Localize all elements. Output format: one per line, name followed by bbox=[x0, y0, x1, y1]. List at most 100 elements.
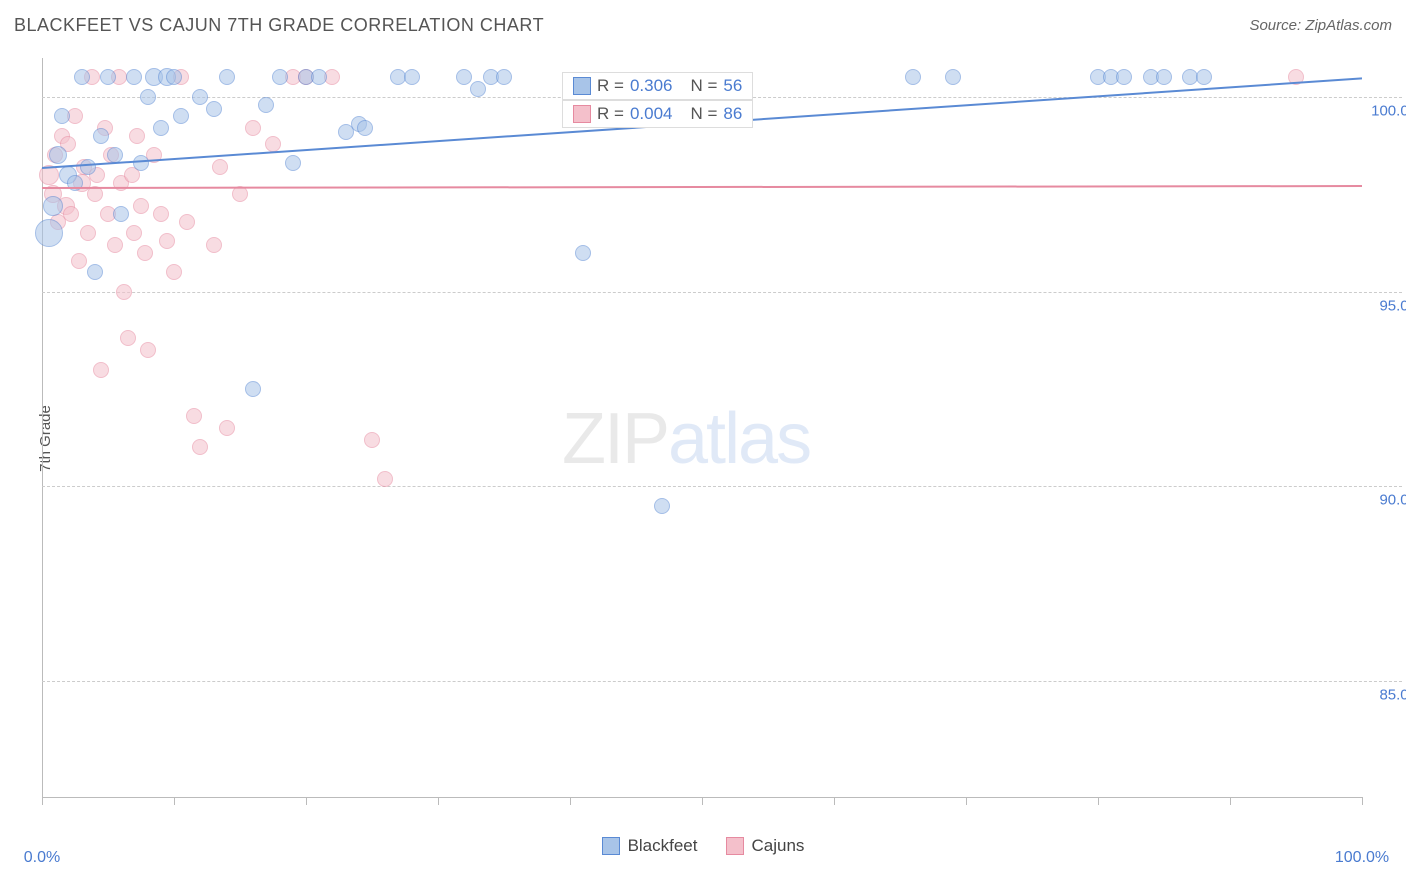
scatter-point bbox=[120, 330, 136, 346]
scatter-point bbox=[192, 89, 208, 105]
x-tick bbox=[834, 797, 835, 805]
trendline bbox=[42, 185, 1362, 189]
scatter-point bbox=[140, 89, 156, 105]
scatter-point bbox=[575, 245, 591, 261]
scatter-point bbox=[43, 196, 63, 216]
stats-n-value: 86 bbox=[723, 104, 742, 124]
stats-r-value: 0.004 bbox=[630, 104, 673, 124]
x-tick bbox=[966, 797, 967, 805]
scatter-point bbox=[159, 233, 175, 249]
scatter-point bbox=[166, 264, 182, 280]
scatter-point bbox=[245, 381, 261, 397]
scatter-point bbox=[206, 101, 222, 117]
scatter-point bbox=[116, 284, 132, 300]
stats-swatch bbox=[573, 77, 591, 95]
scatter-point bbox=[456, 69, 472, 85]
stats-r-label: R = bbox=[597, 104, 624, 124]
scatter-point bbox=[1196, 69, 1212, 85]
legend-swatch bbox=[726, 837, 744, 855]
gridline bbox=[42, 486, 1402, 487]
scatter-point bbox=[80, 225, 96, 241]
stats-n-label: N = bbox=[690, 76, 717, 96]
x-tick bbox=[438, 797, 439, 805]
scatter-point bbox=[93, 362, 109, 378]
scatter-point bbox=[113, 206, 129, 222]
scatter-point bbox=[133, 155, 149, 171]
scatter-plot-area: ZIPatlas 85.0%90.0%95.0%100.0%0.0%100.0%… bbox=[42, 58, 1362, 798]
stats-r-label: R = bbox=[597, 76, 624, 96]
scatter-point bbox=[1156, 69, 1172, 85]
scatter-point bbox=[74, 69, 90, 85]
scatter-point bbox=[404, 69, 420, 85]
y-tick-label: 100.0% bbox=[1366, 102, 1406, 119]
y-tick-label: 85.0% bbox=[1366, 687, 1406, 704]
scatter-point bbox=[153, 206, 169, 222]
chart-title: BLACKFEET VS CAJUN 7TH GRADE CORRELATION… bbox=[14, 15, 544, 36]
watermark: ZIPatlas bbox=[562, 398, 810, 480]
scatter-point bbox=[179, 214, 195, 230]
stats-swatch bbox=[573, 105, 591, 123]
x-tick bbox=[1230, 797, 1231, 805]
scatter-point bbox=[219, 420, 235, 436]
scatter-point bbox=[140, 342, 156, 358]
stats-box: R = 0.306 N = 56 bbox=[562, 72, 753, 100]
legend-item-cajuns: Cajuns bbox=[726, 836, 805, 856]
scatter-point bbox=[49, 146, 67, 164]
scatter-point bbox=[357, 120, 373, 136]
scatter-point bbox=[137, 245, 153, 261]
watermark-atlas: atlas bbox=[668, 399, 810, 479]
scatter-point bbox=[905, 69, 921, 85]
scatter-point bbox=[100, 69, 116, 85]
legend-item-blackfeet: Blackfeet bbox=[602, 836, 698, 856]
scatter-point bbox=[186, 408, 202, 424]
scatter-point bbox=[265, 136, 281, 152]
x-tick bbox=[1098, 797, 1099, 805]
x-tick bbox=[174, 797, 175, 805]
scatter-point bbox=[1116, 69, 1132, 85]
watermark-zip: ZIP bbox=[562, 399, 668, 479]
gridline bbox=[42, 681, 1402, 682]
gridline bbox=[42, 292, 1402, 293]
x-tick bbox=[570, 797, 571, 805]
scatter-point bbox=[126, 69, 142, 85]
legend-swatch bbox=[602, 837, 620, 855]
stats-n-value: 56 bbox=[723, 76, 742, 96]
scatter-point bbox=[654, 498, 670, 514]
scatter-point bbox=[364, 432, 380, 448]
scatter-point bbox=[192, 439, 208, 455]
y-tick-label: 90.0% bbox=[1366, 492, 1406, 509]
stats-box: R = 0.004 N = 86 bbox=[562, 100, 753, 128]
scatter-point bbox=[496, 69, 512, 85]
scatter-point bbox=[166, 69, 182, 85]
x-tick bbox=[1362, 797, 1363, 805]
scatter-point bbox=[377, 471, 393, 487]
scatter-point bbox=[71, 253, 87, 269]
scatter-point bbox=[87, 264, 103, 280]
scatter-point bbox=[258, 97, 274, 113]
scatter-point bbox=[63, 206, 79, 222]
scatter-point bbox=[35, 219, 63, 247]
stats-r-value: 0.306 bbox=[630, 76, 673, 96]
x-tick bbox=[306, 797, 307, 805]
y-tick-label: 95.0% bbox=[1366, 297, 1406, 314]
scatter-point bbox=[212, 159, 228, 175]
source-attribution: Source: ZipAtlas.com bbox=[1249, 17, 1392, 34]
chart-header: BLACKFEET VS CAJUN 7TH GRADE CORRELATION… bbox=[0, 0, 1406, 50]
chart-legend: Blackfeet Cajuns bbox=[0, 836, 1406, 856]
scatter-point bbox=[945, 69, 961, 85]
scatter-point bbox=[311, 69, 327, 85]
scatter-point bbox=[272, 69, 288, 85]
scatter-point bbox=[133, 198, 149, 214]
scatter-point bbox=[80, 159, 96, 175]
scatter-point bbox=[93, 128, 109, 144]
scatter-point bbox=[285, 155, 301, 171]
x-tick bbox=[42, 797, 43, 805]
legend-label: Cajuns bbox=[752, 836, 805, 856]
scatter-point bbox=[245, 120, 261, 136]
stats-n-label: N = bbox=[690, 104, 717, 124]
scatter-point bbox=[153, 120, 169, 136]
scatter-point bbox=[219, 69, 235, 85]
scatter-point bbox=[470, 81, 486, 97]
scatter-point bbox=[173, 108, 189, 124]
legend-label: Blackfeet bbox=[628, 836, 698, 856]
